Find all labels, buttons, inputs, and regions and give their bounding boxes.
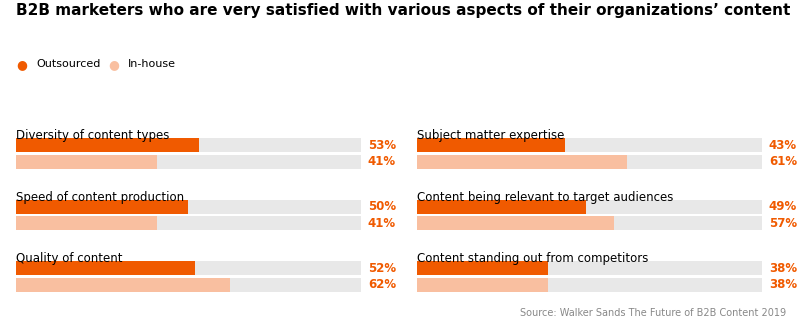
Bar (16, 216, 157, 230)
Text: 50%: 50% (368, 200, 396, 213)
Text: Outsourced: Outsourced (36, 59, 100, 69)
Text: 57%: 57% (769, 217, 797, 230)
Text: Quality of content: Quality of content (16, 252, 123, 265)
Text: 43%: 43% (769, 139, 797, 152)
Text: B2B marketers who are very satisfied with various aspects of their organizations: B2B marketers who are very satisfied wit… (16, 3, 791, 18)
Bar (417, 200, 586, 213)
Text: 52%: 52% (368, 262, 396, 274)
Bar (417, 278, 762, 292)
Text: Source: Walker Sands The Future of B2B Content 2019: Source: Walker Sands The Future of B2B C… (520, 308, 786, 318)
Text: ●: ● (16, 58, 27, 71)
Text: 41%: 41% (368, 217, 396, 230)
Bar (16, 138, 361, 152)
Text: 41%: 41% (368, 155, 396, 169)
Bar (417, 200, 762, 213)
Text: Diversity of content types: Diversity of content types (16, 129, 169, 143)
Text: In-house: In-house (128, 59, 176, 69)
Bar (16, 200, 361, 213)
Bar (417, 261, 762, 275)
Bar (16, 138, 199, 152)
Text: 49%: 49% (769, 200, 797, 213)
Bar (417, 261, 548, 275)
Text: 61%: 61% (769, 155, 797, 169)
Bar (417, 278, 548, 292)
Bar (417, 138, 762, 152)
Text: Speed of content production: Speed of content production (16, 191, 184, 204)
Bar (417, 155, 627, 169)
Bar (16, 200, 188, 213)
Text: 38%: 38% (769, 262, 797, 274)
Bar (417, 155, 762, 169)
Text: Subject matter expertise: Subject matter expertise (417, 129, 565, 143)
Bar (417, 216, 614, 230)
Bar (417, 216, 762, 230)
Text: Content being relevant to target audiences: Content being relevant to target audienc… (417, 191, 674, 204)
Text: 38%: 38% (769, 278, 797, 291)
Bar (16, 216, 361, 230)
Bar (16, 261, 361, 275)
Bar (417, 138, 565, 152)
Text: ●: ● (108, 58, 119, 71)
Text: 62%: 62% (368, 278, 396, 291)
Bar (16, 261, 196, 275)
Text: Content standing out from competitors: Content standing out from competitors (417, 252, 648, 265)
Bar (16, 278, 361, 292)
Bar (16, 155, 361, 169)
Text: 53%: 53% (368, 139, 396, 152)
Bar (16, 155, 157, 169)
Bar (16, 278, 230, 292)
